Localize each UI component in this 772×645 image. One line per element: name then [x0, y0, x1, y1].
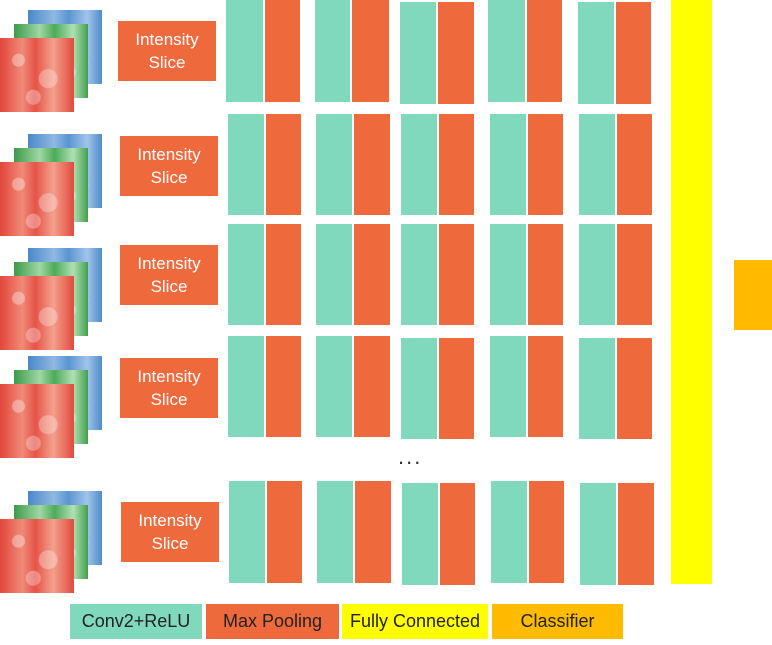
pool-block: [438, 2, 474, 104]
pool-block: [529, 481, 564, 583]
pool-block: [266, 224, 301, 325]
conv-block: [401, 224, 437, 325]
input-image-stack: [0, 346, 110, 458]
red-slice-image: [0, 276, 74, 350]
slice-label-line2: Slice: [150, 277, 188, 296]
conv-block: [490, 224, 526, 325]
pool-block: [354, 114, 390, 215]
branch-row-2: Intensity Slice: [0, 114, 772, 236]
conv-block: [579, 114, 615, 215]
conv-block: [488, 0, 525, 102]
intensity-slice-box: Intensity Slice: [120, 358, 218, 418]
slice-label-line2: Slice: [150, 390, 188, 409]
fully-connected-layer: [671, 0, 712, 584]
conv-block: [317, 481, 353, 583]
pool-block: [439, 338, 474, 439]
branch-row-1: Intensity Slice: [0, 0, 772, 112]
legend-pool-label: Max Pooling: [222, 611, 323, 631]
pool-block: [354, 336, 390, 437]
conv-block: [226, 0, 263, 102]
pool-block: [355, 481, 391, 583]
conv-block: [401, 338, 437, 439]
pool-block: [617, 114, 652, 215]
pool-block: [528, 336, 563, 437]
conv-block: [491, 481, 527, 583]
branch-row-5: Intensity Slice: [0, 481, 772, 593]
pool-block: [267, 481, 302, 583]
input-image-stack: [0, 481, 110, 593]
branch-row-3: Intensity Slice: [0, 224, 772, 350]
intensity-slice-box: Intensity Slice: [120, 245, 218, 305]
pool-block: [528, 224, 563, 325]
pool-block: [440, 483, 475, 585]
classifier-block: [734, 260, 772, 330]
pool-block: [266, 114, 301, 215]
intensity-slice-box: Intensity Slice: [118, 21, 216, 81]
conv-block: [490, 114, 526, 215]
conv-block: [579, 224, 615, 325]
pool-block: [617, 224, 652, 325]
more-rows-ellipsis: ...: [398, 444, 423, 469]
slice-label-line1: Intensity: [137, 145, 201, 164]
legend-classifier-label: Classifier: [520, 611, 595, 631]
pool-block: [618, 483, 654, 585]
pool-block: [617, 338, 652, 439]
conv-block: [402, 483, 438, 585]
red-slice-image: [0, 162, 74, 236]
conv-block: [316, 114, 352, 215]
conv-block: [578, 2, 614, 104]
conv-block: [316, 224, 352, 325]
pool-block: [354, 224, 390, 325]
intensity-slice-box: Intensity Slice: [121, 502, 219, 562]
red-slice-image: [0, 519, 74, 593]
conv-block: [228, 224, 264, 325]
slice-label-line1: Intensity: [135, 30, 199, 49]
input-image-stack: [0, 0, 110, 112]
pool-block: [439, 114, 474, 215]
slice-label-line1: Intensity: [137, 254, 201, 273]
legend-classifier: Classifier: [492, 604, 623, 639]
pool-block: [616, 2, 651, 104]
conv-block: [400, 2, 436, 104]
pool-block: [439, 224, 474, 325]
conv-block: [228, 114, 264, 215]
conv-block: [490, 336, 526, 437]
conv-block: [401, 114, 437, 215]
conv-block: [316, 336, 352, 437]
legend-pool: Max Pooling: [206, 604, 339, 639]
legend-conv: Conv2+ReLU: [70, 604, 202, 639]
slice-label-line1: Intensity: [137, 367, 201, 386]
slice-label-line2: Slice: [151, 534, 189, 553]
conv-block: [579, 338, 615, 439]
slice-label-line2: Slice: [150, 168, 188, 187]
input-image-stack: [0, 124, 110, 236]
conv-block: [580, 483, 616, 585]
legend-fc-label: Fully Connected: [349, 611, 481, 631]
legend-conv-label: Conv2+ReLU: [81, 611, 191, 631]
red-slice-image: [0, 384, 74, 458]
pool-block: [527, 0, 562, 102]
slice-label-line1: Intensity: [138, 511, 202, 530]
red-slice-image: [0, 38, 74, 112]
intensity-slice-box: Intensity Slice: [120, 136, 218, 196]
slice-label-line2: Slice: [148, 53, 186, 72]
legend-fc: Fully Connected: [342, 604, 488, 639]
pool-block: [528, 114, 563, 215]
conv-block: [228, 336, 264, 437]
branch-row-4: Intensity Slice: [0, 336, 772, 458]
conv-block: [229, 481, 265, 583]
conv-block: [315, 0, 350, 102]
pool-block: [352, 0, 389, 102]
pool-block: [265, 0, 300, 102]
input-image-stack: [0, 238, 110, 350]
pool-block: [266, 336, 301, 437]
